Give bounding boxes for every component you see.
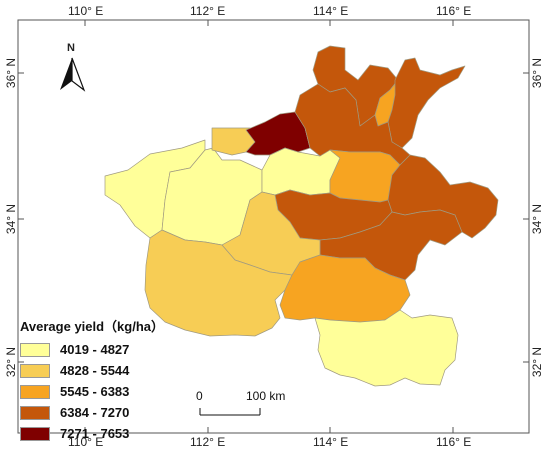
legend-swatch — [20, 342, 50, 357]
longitude-label-112-top: 112° E — [190, 4, 226, 18]
legend-label: 4828 - 5544 — [60, 363, 130, 378]
latitude-label-32-right: 32° N — [530, 346, 544, 378]
legend-swatch — [20, 405, 50, 420]
longitude-label-116-top: 116° E — [436, 4, 472, 18]
legend-item: 4019 - 4827 — [20, 339, 170, 360]
legend-label: 4019 - 4827 — [60, 342, 130, 357]
legend-item: 5545 - 6383 — [20, 381, 170, 402]
legend-swatch — [20, 384, 50, 399]
region-xinyang — [314, 309, 459, 387]
longitude-ticks — [84, 20, 454, 433]
legend-title: Average yield（kg/ha） — [20, 319, 165, 334]
legend: Average yield（kg/ha） 4019 - 4827 4828 - … — [20, 316, 170, 444]
latitude-label-32-left: 32° N — [4, 346, 18, 378]
latitude-label-34-left: 34° N — [4, 203, 18, 235]
region-puyang — [387, 57, 466, 149]
province-map — [104, 45, 499, 387]
longitude-label-110-top: 110° E — [68, 4, 104, 18]
legend-item: 4828 - 5544 — [20, 360, 170, 381]
legend-label: 5545 - 6383 — [60, 384, 130, 399]
scale-bar-start-label: 0 — [196, 389, 203, 403]
legend-item: 7271 - 7653 — [20, 423, 170, 444]
legend-swatch — [20, 426, 50, 441]
region-nanyang — [144, 229, 293, 337]
region-xinxiang — [294, 83, 411, 166]
north-arrow-icon — [60, 57, 86, 92]
latitude-ticks — [18, 72, 529, 363]
legend-item: 6384 - 7270 — [20, 402, 170, 423]
longitude-label-114-bottom: 114° E — [313, 435, 349, 449]
longitude-label-110-bottom: 110° E — [68, 435, 104, 449]
longitude-label-116-bottom: 116° E — [436, 435, 472, 449]
longitude-label-112-bottom: 112° E — [190, 435, 226, 449]
scale-bar — [199, 408, 261, 416]
north-label: N — [67, 42, 75, 54]
latitude-label-36-right: 36° N — [530, 57, 544, 89]
scale-bar-end-label: 100 km — [246, 389, 286, 403]
latitude-label-36-left: 36° N — [4, 57, 18, 89]
legend-swatch — [20, 363, 50, 378]
latitude-label-34-right: 34° N — [530, 203, 544, 235]
legend-label: 7271 - 7653 — [60, 426, 130, 441]
longitude-label-114-top: 114° E — [313, 4, 349, 18]
region-zhengzhou — [261, 147, 341, 196]
legend-label: 6384 - 7270 — [60, 405, 130, 420]
